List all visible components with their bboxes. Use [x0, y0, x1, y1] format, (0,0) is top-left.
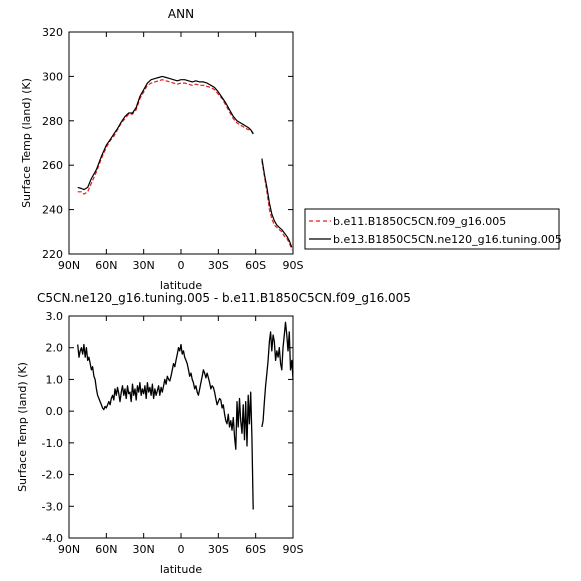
bottom-chart-y-axis-label: Surface Temp (land) (K) [16, 362, 29, 492]
bottom-chart-y-tick-label: -3.0 [42, 500, 63, 513]
bottom-chart-y-tick-label: 0.0 [46, 405, 64, 418]
bottom-chart-y-tick-label: 1.0 [46, 373, 64, 386]
top-chart-frame [68, 31, 294, 255]
bottom-chart-plot-area [77, 321, 294, 510]
top-chart-x-tick-label: 60S [245, 259, 266, 272]
top-chart-y-tick-label: 240 [42, 204, 63, 217]
bottom-chart-x-ticks: 90N 60N 30N 0 30S 60S 90S [58, 316, 304, 556]
top-chart-x-tick-label: 60N [95, 259, 117, 272]
bottom-chart-title: C5CN.ne120_g16.tuning.005 - b.e11.B1850C… [37, 291, 411, 305]
top-chart-title: ANN [168, 7, 194, 21]
top-chart-x-tick-label: 0 [178, 259, 185, 272]
top-chart-plot-area [77, 75, 293, 250]
bottom-chart-series-1-line-2 [261, 321, 294, 428]
top-chart-x-tick-label: 90S [283, 259, 304, 272]
legend-label-series-1: b.e11.B1850C5CN.f09_g16.005 [333, 215, 506, 228]
bottom-chart-y-tick-label: -1.0 [42, 437, 63, 450]
legend: b.e11.B1850C5CN.f09_g16.005 b.e13.B1850C… [304, 208, 562, 250]
top-chart-y-tick-label: 220 [42, 248, 63, 261]
top-chart-y-ticks: 220 240 260 280 300 320 [42, 26, 293, 261]
top-chart-x-tick-label: 30N [133, 259, 155, 272]
bottom-chart-x-tick-label: 60S [245, 543, 266, 556]
bottom-chart-x-tick-label: 30N [133, 543, 155, 556]
top-chart-series-2-line-1 [77, 75, 254, 191]
top-chart-x-axis-label: latitude [160, 279, 202, 292]
bottom-chart-x-tick-label: 90S [283, 543, 304, 556]
bottom-chart-panel: C5CN.ne120_g16.tuning.005 - b.e11.B1850C… [16, 291, 411, 576]
top-chart-series-1-line-2 [261, 160, 293, 250]
bottom-chart-series-1-line-1 [77, 343, 254, 510]
top-chart-y-tick-label: 320 [42, 26, 63, 39]
top-chart-series-2-line-2 [261, 158, 293, 248]
bottom-chart-x-axis-label: latitude [160, 563, 202, 576]
bottom-chart-x-tick-label: 90N [58, 543, 80, 556]
top-chart-panel: ANN 90N 60N 30N 0 30S 60S 90S 220 240 260 280 300 3… [20, 7, 304, 292]
top-chart-y-tick-label: 260 [42, 159, 63, 172]
bottom-chart-y-ticks: -4.0 -3.0 -2.0 -1.0 0.0 1.0 2.0 3.0 [42, 310, 293, 545]
bottom-chart-y-tick-label: 3.0 [46, 310, 64, 323]
bottom-chart-x-tick-label: 0 [178, 543, 185, 556]
top-chart-y-axis-label: Surface Temp (land) (K) [20, 78, 33, 208]
legend-label-series-2: b.e13.B1850C5CN.ne120_g16.tuning.005 [333, 233, 562, 246]
top-chart-y-tick-label: 280 [42, 115, 63, 128]
top-chart-x-tick-label: 90N [58, 259, 80, 272]
bottom-chart-x-tick-label: 60N [95, 543, 117, 556]
top-chart-y-tick-label: 300 [42, 70, 63, 83]
legend-box [304, 208, 560, 250]
bottom-chart-y-tick-label: -2.0 [42, 469, 63, 482]
top-chart-series-1-line-1 [77, 79, 254, 195]
top-chart-x-ticks: 90N 60N 30N 0 30S 60S 90S [58, 32, 304, 272]
top-chart-x-tick-label: 30S [208, 259, 229, 272]
bottom-chart-y-tick-label: 2.0 [46, 342, 64, 355]
bottom-chart-x-tick-label: 30S [208, 543, 229, 556]
bottom-chart-y-tick-label: -4.0 [42, 532, 63, 545]
